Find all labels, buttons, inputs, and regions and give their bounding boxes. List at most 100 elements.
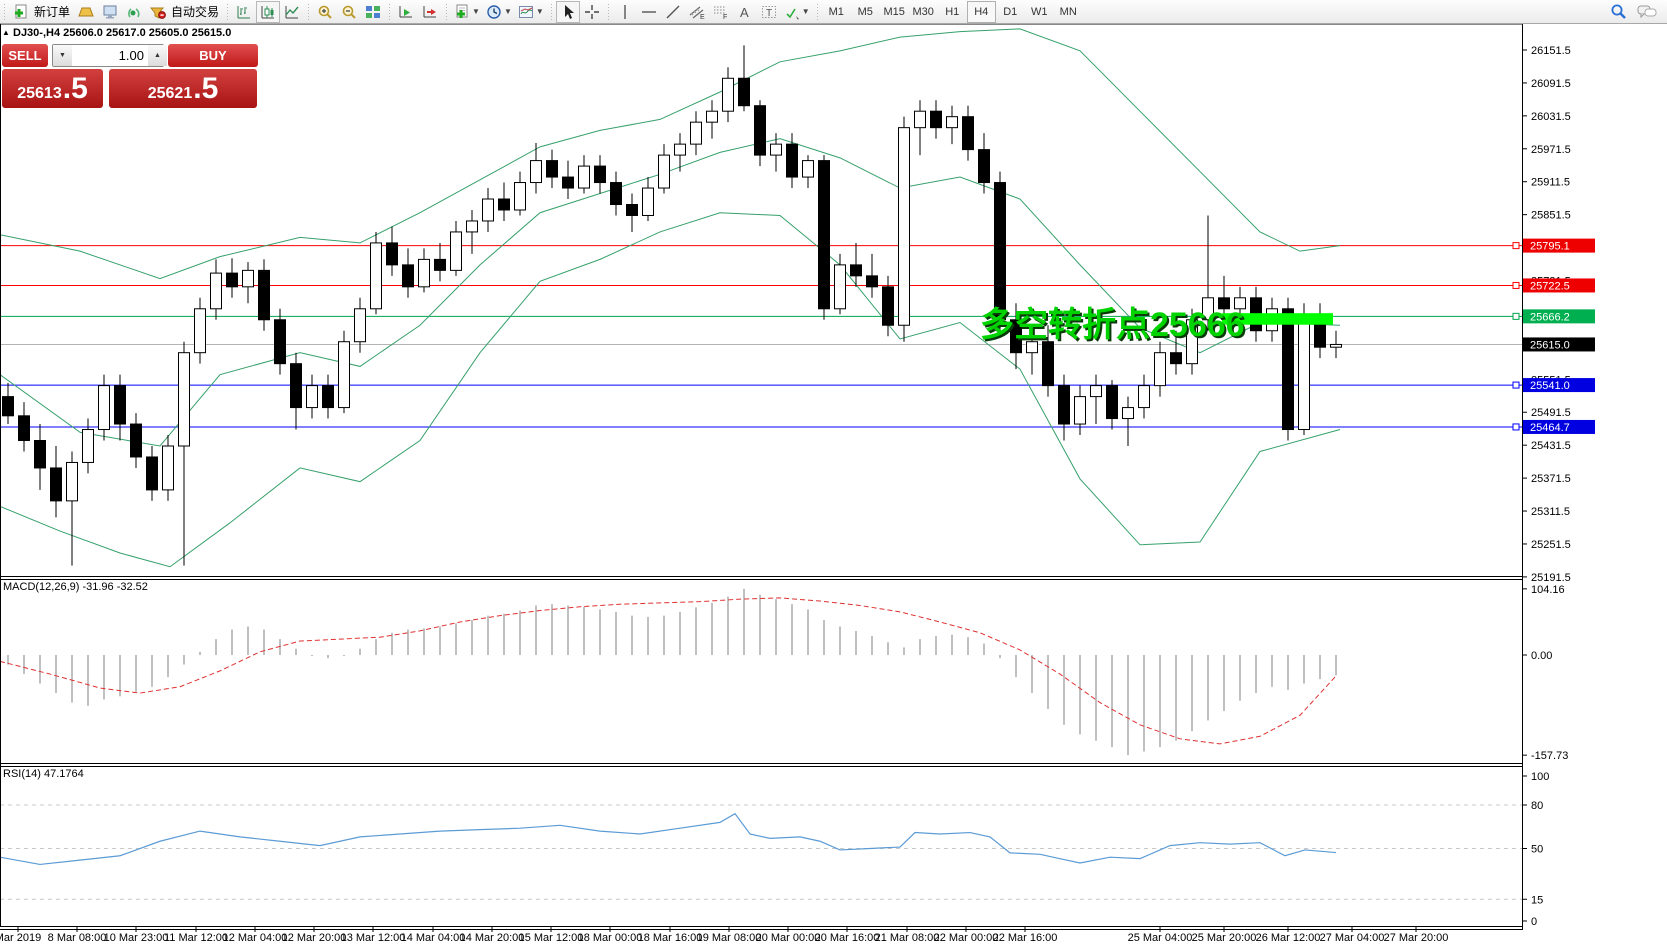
one-click-trade-panel: SELL ▼ ▲ BUY 25613 .5 25621 .5 — [2, 44, 258, 108]
signals-button[interactable] — [122, 1, 146, 23]
search-icon[interactable] — [1610, 3, 1627, 20]
timeframe-group: M1 M5 M15 M30 H1 H4 D1 W1 MN — [822, 0, 1083, 23]
macd-histogram-bar — [135, 655, 137, 692]
template-icon — [518, 5, 533, 18]
candle-body — [594, 165, 606, 184]
macd-histogram-bar — [231, 629, 233, 655]
candle-body — [834, 264, 846, 310]
volume-decrease-button[interactable]: ▼ — [53, 45, 72, 66]
candle-body — [530, 160, 542, 184]
candle-body — [690, 121, 702, 145]
crosshair-tool-button[interactable] — [580, 1, 604, 23]
sell-button[interactable]: SELL — [2, 44, 48, 67]
annotation-shadow: 多空转折点25666 — [982, 308, 1247, 346]
volume-input[interactable] — [71, 45, 148, 66]
timeframe-button-W1[interactable]: W1 — [1030, 5, 1048, 18]
candle-body — [402, 264, 414, 288]
macd-histogram-bar — [167, 655, 169, 678]
auto-scroll-button[interactable] — [394, 1, 418, 23]
timeframe-button-MN[interactable]: MN — [1059, 5, 1077, 18]
hline-anchor-marker — [1512, 381, 1520, 389]
sell-price-button[interactable]: 25613 .5 — [2, 69, 103, 108]
macd-histogram-bar — [695, 607, 697, 655]
sell-price-int: 25613 — [17, 84, 62, 102]
fibonacci-tool-button[interactable]: F — [709, 1, 733, 23]
macd-histogram-bar — [791, 604, 793, 655]
text-tool-button[interactable]: A — [733, 1, 757, 23]
auto-trading-label[interactable]: 自动交易 — [171, 5, 220, 19]
candle-body — [98, 385, 110, 431]
candle-body — [370, 242, 382, 310]
gold-ingot-icon — [78, 7, 94, 16]
toolbar-right-group — [1610, 3, 1667, 20]
market-watch-button[interactable] — [98, 1, 122, 23]
fibonacci-icon: F — [713, 6, 727, 20]
price-axis[interactable]: 26151.5 26091.5 26031.5 25971.5 25911.5 25851… — [1512, 45, 1595, 928]
candle-body — [162, 445, 174, 491]
timeframe-button-M15[interactable]: M15 — [883, 5, 905, 18]
price-tick-label: 26091.5 — [1531, 78, 1571, 90]
bar-chart-icon — [237, 5, 251, 18]
candle-body — [866, 275, 878, 288]
candle-body — [1122, 407, 1134, 420]
trendline-tool-button[interactable] — [661, 1, 685, 23]
text-label-tool-button[interactable]: T — [757, 1, 781, 23]
auto-scroll-icon — [399, 5, 413, 17]
macd-histogram-bar — [663, 615, 665, 655]
tile-windows-button[interactable] — [361, 1, 385, 23]
price-tick-label: 25191.5 — [1531, 572, 1571, 584]
volume-increase-button[interactable]: ▲ — [147, 45, 167, 66]
bar-chart-mode-button[interactable] — [232, 1, 256, 23]
arrows-tool-button[interactable]: ▼ — [781, 1, 813, 23]
buy-button[interactable]: BUY — [168, 44, 258, 67]
price-badge-label: 25722.5 — [1530, 280, 1570, 292]
templates-button[interactable]: ▼ — [515, 1, 547, 23]
timeframe-button-M1[interactable]: M1 — [828, 5, 844, 18]
rsi-tick-label: 0 — [1531, 916, 1537, 928]
new-order-button[interactable] — [9, 1, 33, 23]
rsi-indicator-label: RSI(14) 47.1764 — [3, 768, 84, 780]
vertical-line-tool-button[interactable] — [613, 1, 637, 23]
bollinger-middle — [0, 138, 1341, 447]
macd-signal-line — [0, 597, 1337, 745]
candle-body — [322, 385, 334, 409]
indicators-button[interactable]: ▼ — [451, 1, 483, 23]
horizontal-line-tool-button[interactable] — [637, 1, 661, 23]
candle-body — [274, 319, 286, 365]
candle-body — [770, 143, 782, 156]
timeframe-button-H4[interactable]: H4 — [966, 0, 996, 23]
auto-trading-button[interactable] — [146, 1, 170, 23]
macd-histogram-bar — [471, 620, 473, 655]
new-order-label[interactable]: 新订单 — [34, 5, 71, 19]
timeframe-button-M30[interactable]: M30 — [912, 5, 934, 18]
highlight-rectangle — [1222, 313, 1333, 325]
timeframe-button-D1[interactable]: D1 — [1003, 5, 1018, 18]
timeframe-button-M5[interactable]: M5 — [857, 5, 873, 18]
candle-body — [850, 264, 862, 277]
gold-symbol-button[interactable] — [74, 1, 98, 23]
zoom-out-button[interactable] — [337, 1, 361, 23]
equidistant-channel-tool-button[interactable]: E — [685, 1, 709, 23]
trendline-icon — [666, 5, 680, 18]
candle-body — [194, 308, 206, 354]
cursor-tool-button[interactable] — [555, 0, 580, 23]
macd-histogram-bar — [1143, 655, 1145, 752]
zoom-in-button[interactable] — [313, 1, 337, 23]
zoom-in-icon — [318, 5, 332, 19]
timeframe-button-H1[interactable]: H1 — [945, 5, 960, 18]
toolbar-separator — [225, 3, 231, 20]
line-chart-mode-button[interactable] — [280, 1, 304, 23]
candlestick-mode-button[interactable] — [256, 0, 281, 23]
macd-histogram-bar — [279, 639, 281, 655]
macd-histogram-bar — [1207, 655, 1209, 721]
chart-shift-button[interactable] — [418, 1, 442, 23]
chat-icon[interactable] — [1637, 4, 1657, 20]
periods-button[interactable]: ▼ — [483, 1, 515, 23]
buy-price-button[interactable]: 25621 .5 — [109, 69, 257, 108]
candle-body — [1138, 385, 1150, 409]
time-tick-label: 11 Mar 12:00 — [164, 932, 228, 944]
price-tick-label: 25851.5 — [1531, 210, 1571, 222]
